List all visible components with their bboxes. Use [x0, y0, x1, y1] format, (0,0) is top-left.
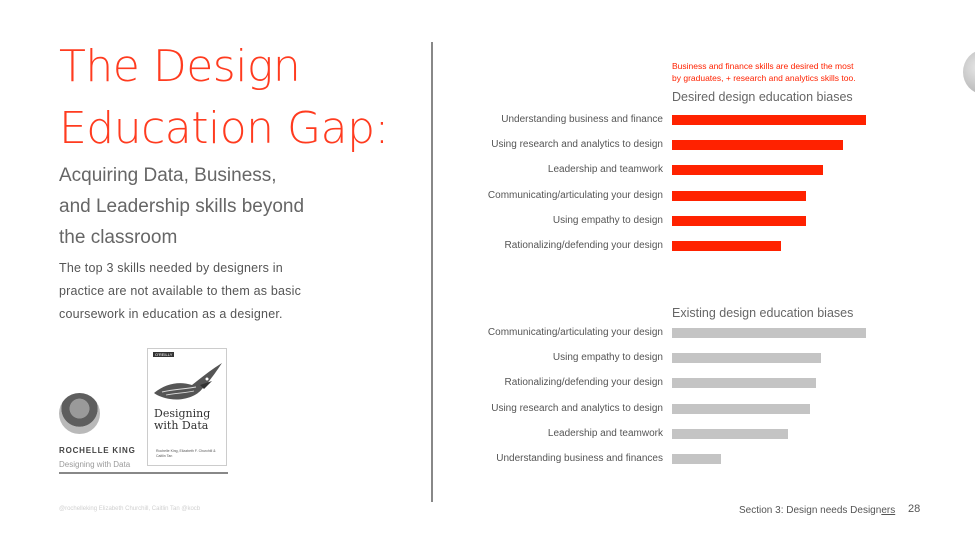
- bar: [672, 165, 824, 176]
- description-line: practice are not available to them as ba…: [59, 284, 302, 298]
- author-avatar: [59, 393, 100, 434]
- slide-subtitle: Acquiring Data, Business, and Leadership…: [59, 160, 359, 253]
- category-label: Rationalizing/defending your design: [504, 377, 663, 389]
- slide-description: The top 3 skills needed by designers in …: [59, 257, 339, 326]
- chart-title: Desired design education biases: [672, 90, 853, 104]
- bar: [672, 328, 866, 338]
- category-label: Using empathy to design: [552, 214, 663, 226]
- category-label: Understanding business and finances: [496, 453, 663, 464]
- chart-annotation: Business and finance skills are desired …: [672, 60, 892, 84]
- decorative-circle: [963, 50, 975, 94]
- category-label: Understanding business and finance: [501, 114, 663, 125]
- bar: [672, 115, 866, 125]
- description-line: coursework in education as a designer.: [59, 307, 283, 321]
- section-footer: Section 3: Design needs Designers: [739, 505, 895, 516]
- bar: [672, 190, 806, 201]
- category-label: Using research and analytics to design: [491, 402, 663, 414]
- category-label: Leadership and teamwork: [547, 164, 663, 176]
- bar: [672, 378, 816, 389]
- bar: [672, 241, 781, 251]
- bar: [672, 353, 822, 364]
- footer-credits: @rochelleking Elizabeth Churchill, Caitl…: [59, 506, 201, 512]
- category-label: Rationalizing/defending your design: [504, 240, 663, 251]
- category-label: Using research and analytics to design: [491, 139, 663, 151]
- title-line: Education Gap:: [59, 103, 389, 154]
- bar: [672, 428, 789, 439]
- subtitle-line: the classroom: [59, 227, 178, 248]
- chart-title: Existing design education biases: [672, 306, 854, 320]
- title-line: The Design: [59, 41, 301, 92]
- annotation-line: Business and finance skills are desired …: [672, 61, 854, 71]
- book-cover: O'REILLY Designing with Data Rochelle Ki…: [147, 348, 227, 466]
- book-authors: Rochelle King, Elizabeth F. Churchill & …: [156, 449, 216, 458]
- category-label: Communicating/articulating your design: [487, 189, 663, 201]
- author-name: ROCHELLE KING: [59, 446, 136, 455]
- subtitle-line: and Leadership skills beyond: [59, 196, 305, 217]
- bar: [672, 454, 721, 464]
- bar: [672, 403, 810, 414]
- category-label: Communicating/articulating your design: [487, 327, 663, 338]
- column-divider: [431, 42, 433, 502]
- section-label: Section 3: Design needs Design: [739, 505, 882, 516]
- publisher-logo: O'REILLY: [153, 352, 175, 357]
- book-underline: [59, 472, 228, 474]
- bird-illustration: [154, 363, 222, 400]
- book-title-line: Designing: [154, 407, 211, 420]
- section-label-suffix: ers: [881, 505, 896, 516]
- bar: [672, 215, 806, 226]
- book-title: Designing with Data: [154, 408, 210, 432]
- bar: [672, 140, 843, 151]
- category-label: Using empathy to design: [552, 352, 663, 364]
- author-subtitle: Designing with Data: [59, 460, 131, 469]
- book-title-line: with Data: [154, 419, 209, 432]
- slide-title: The Design Education Gap:: [59, 36, 419, 160]
- category-label: Leadership and teamwork: [547, 427, 663, 439]
- subtitle-line: Acquiring Data, Business,: [59, 165, 277, 186]
- annotation-line: by graduates, + research and analytics s…: [672, 73, 856, 83]
- description-line: The top 3 skills needed by designers in: [59, 261, 283, 275]
- page-number: 28: [908, 503, 921, 515]
